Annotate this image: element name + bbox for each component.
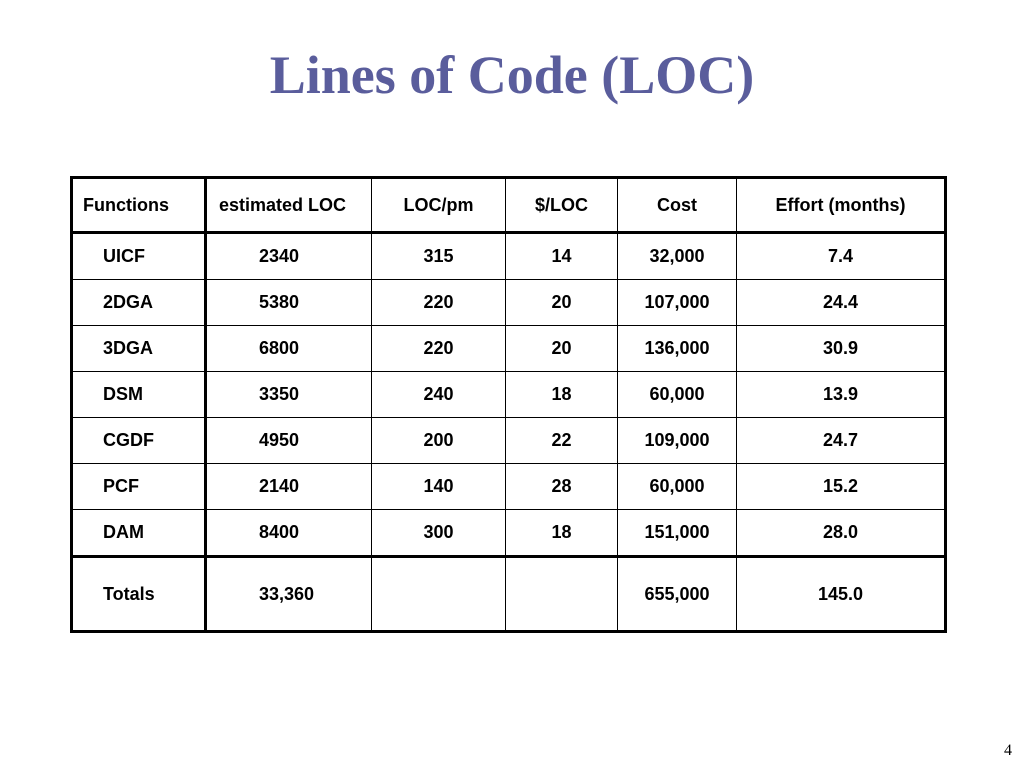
slide-title: Lines of Code (LOC) [269, 45, 755, 105]
function-cell: CGDF [71, 417, 206, 464]
table-row: 3DGA 6800 220 20 136,000 30.9 [71, 325, 946, 372]
loc-per-pm-cell: 200 [371, 417, 506, 464]
table-row: 2DGA 5380 220 20 107,000 24.4 [71, 279, 946, 326]
total-dollar-per-loc [505, 556, 618, 632]
loc-table-container: Functions estimated LOC LOC/pm $/LOC Cos… [70, 176, 947, 633]
function-cell: DAM [71, 509, 206, 557]
loc-per-pm-cell: 140 [371, 463, 506, 510]
header-cell: estimated LOC [204, 177, 372, 233]
loc-per-pm-cell: 220 [371, 325, 506, 372]
function-cell: UICF [71, 232, 206, 280]
loc-table: Functions estimated LOC LOC/pm $/LOC Cos… [70, 176, 947, 633]
table-row: DSM 3350 240 18 60,000 13.9 [71, 371, 946, 418]
table-row: DAM 8400 300 18 151,000 28.0 [71, 509, 946, 557]
cost-cell: 60,000 [617, 463, 737, 510]
total-effort: 145.0 [736, 556, 946, 632]
cost-cell: 60,000 [617, 371, 737, 418]
table-row: UICF 2340 315 14 32,000 7.4 [71, 232, 946, 280]
effort-cell: 28.0 [736, 509, 946, 557]
effort-cell: 7.4 [736, 232, 946, 280]
header-cell: Functions [71, 177, 206, 233]
estimated-loc-cell: 4950 [204, 417, 372, 464]
function-cell: PCF [71, 463, 206, 510]
effort-cell: 15.2 [736, 463, 946, 510]
total-cost: 655,000 [617, 556, 737, 632]
cost-cell: 136,000 [617, 325, 737, 372]
dollar-per-loc-cell: 20 [505, 279, 618, 326]
estimated-loc-cell: 2340 [204, 232, 372, 280]
function-cell: 2DGA [71, 279, 206, 326]
estimated-loc-cell: 6800 [204, 325, 372, 372]
dollar-per-loc-cell: 28 [505, 463, 618, 510]
dollar-per-loc-cell: 22 [505, 417, 618, 464]
function-cell: DSM [71, 371, 206, 418]
effort-cell: 13.9 [736, 371, 946, 418]
header-cell: $/LOC [505, 177, 618, 233]
cost-cell: 32,000 [617, 232, 737, 280]
effort-cell: 24.4 [736, 279, 946, 326]
loc-per-pm-cell: 315 [371, 232, 506, 280]
cost-cell: 107,000 [617, 279, 737, 326]
loc-per-pm-cell: 240 [371, 371, 506, 418]
effort-cell: 24.7 [736, 417, 946, 464]
dollar-per-loc-cell: 14 [505, 232, 618, 280]
table-header-row: Functions estimated LOC LOC/pm $/LOC Cos… [71, 177, 946, 233]
header-cell: Cost [617, 177, 737, 233]
loc-per-pm-cell: 220 [371, 279, 506, 326]
function-cell: 3DGA [71, 325, 206, 372]
table-row: PCF 2140 140 28 60,000 15.2 [71, 463, 946, 510]
total-loc-per-pm [371, 556, 506, 632]
header-cell: Effort (months) [736, 177, 946, 233]
cost-cell: 109,000 [617, 417, 737, 464]
effort-cell: 30.9 [736, 325, 946, 372]
dollar-per-loc-cell: 18 [505, 371, 618, 418]
page-number: 4 [1004, 742, 1012, 759]
table-row: CGDF 4950 200 22 109,000 24.7 [71, 417, 946, 464]
totals-label: Totals [71, 556, 206, 632]
total-estimated-loc: 33,360 [204, 556, 372, 632]
header-cell: LOC/pm [371, 177, 506, 233]
dollar-per-loc-cell: 20 [505, 325, 618, 372]
estimated-loc-cell: 5380 [204, 279, 372, 326]
dollar-per-loc-cell: 18 [505, 509, 618, 557]
cost-cell: 151,000 [617, 509, 737, 557]
loc-per-pm-cell: 300 [371, 509, 506, 557]
estimated-loc-cell: 2140 [204, 463, 372, 510]
totals-row: Totals 33,360 655,000 145.0 [71, 556, 946, 632]
estimated-loc-cell: 8400 [204, 509, 372, 557]
estimated-loc-cell: 3350 [204, 371, 372, 418]
